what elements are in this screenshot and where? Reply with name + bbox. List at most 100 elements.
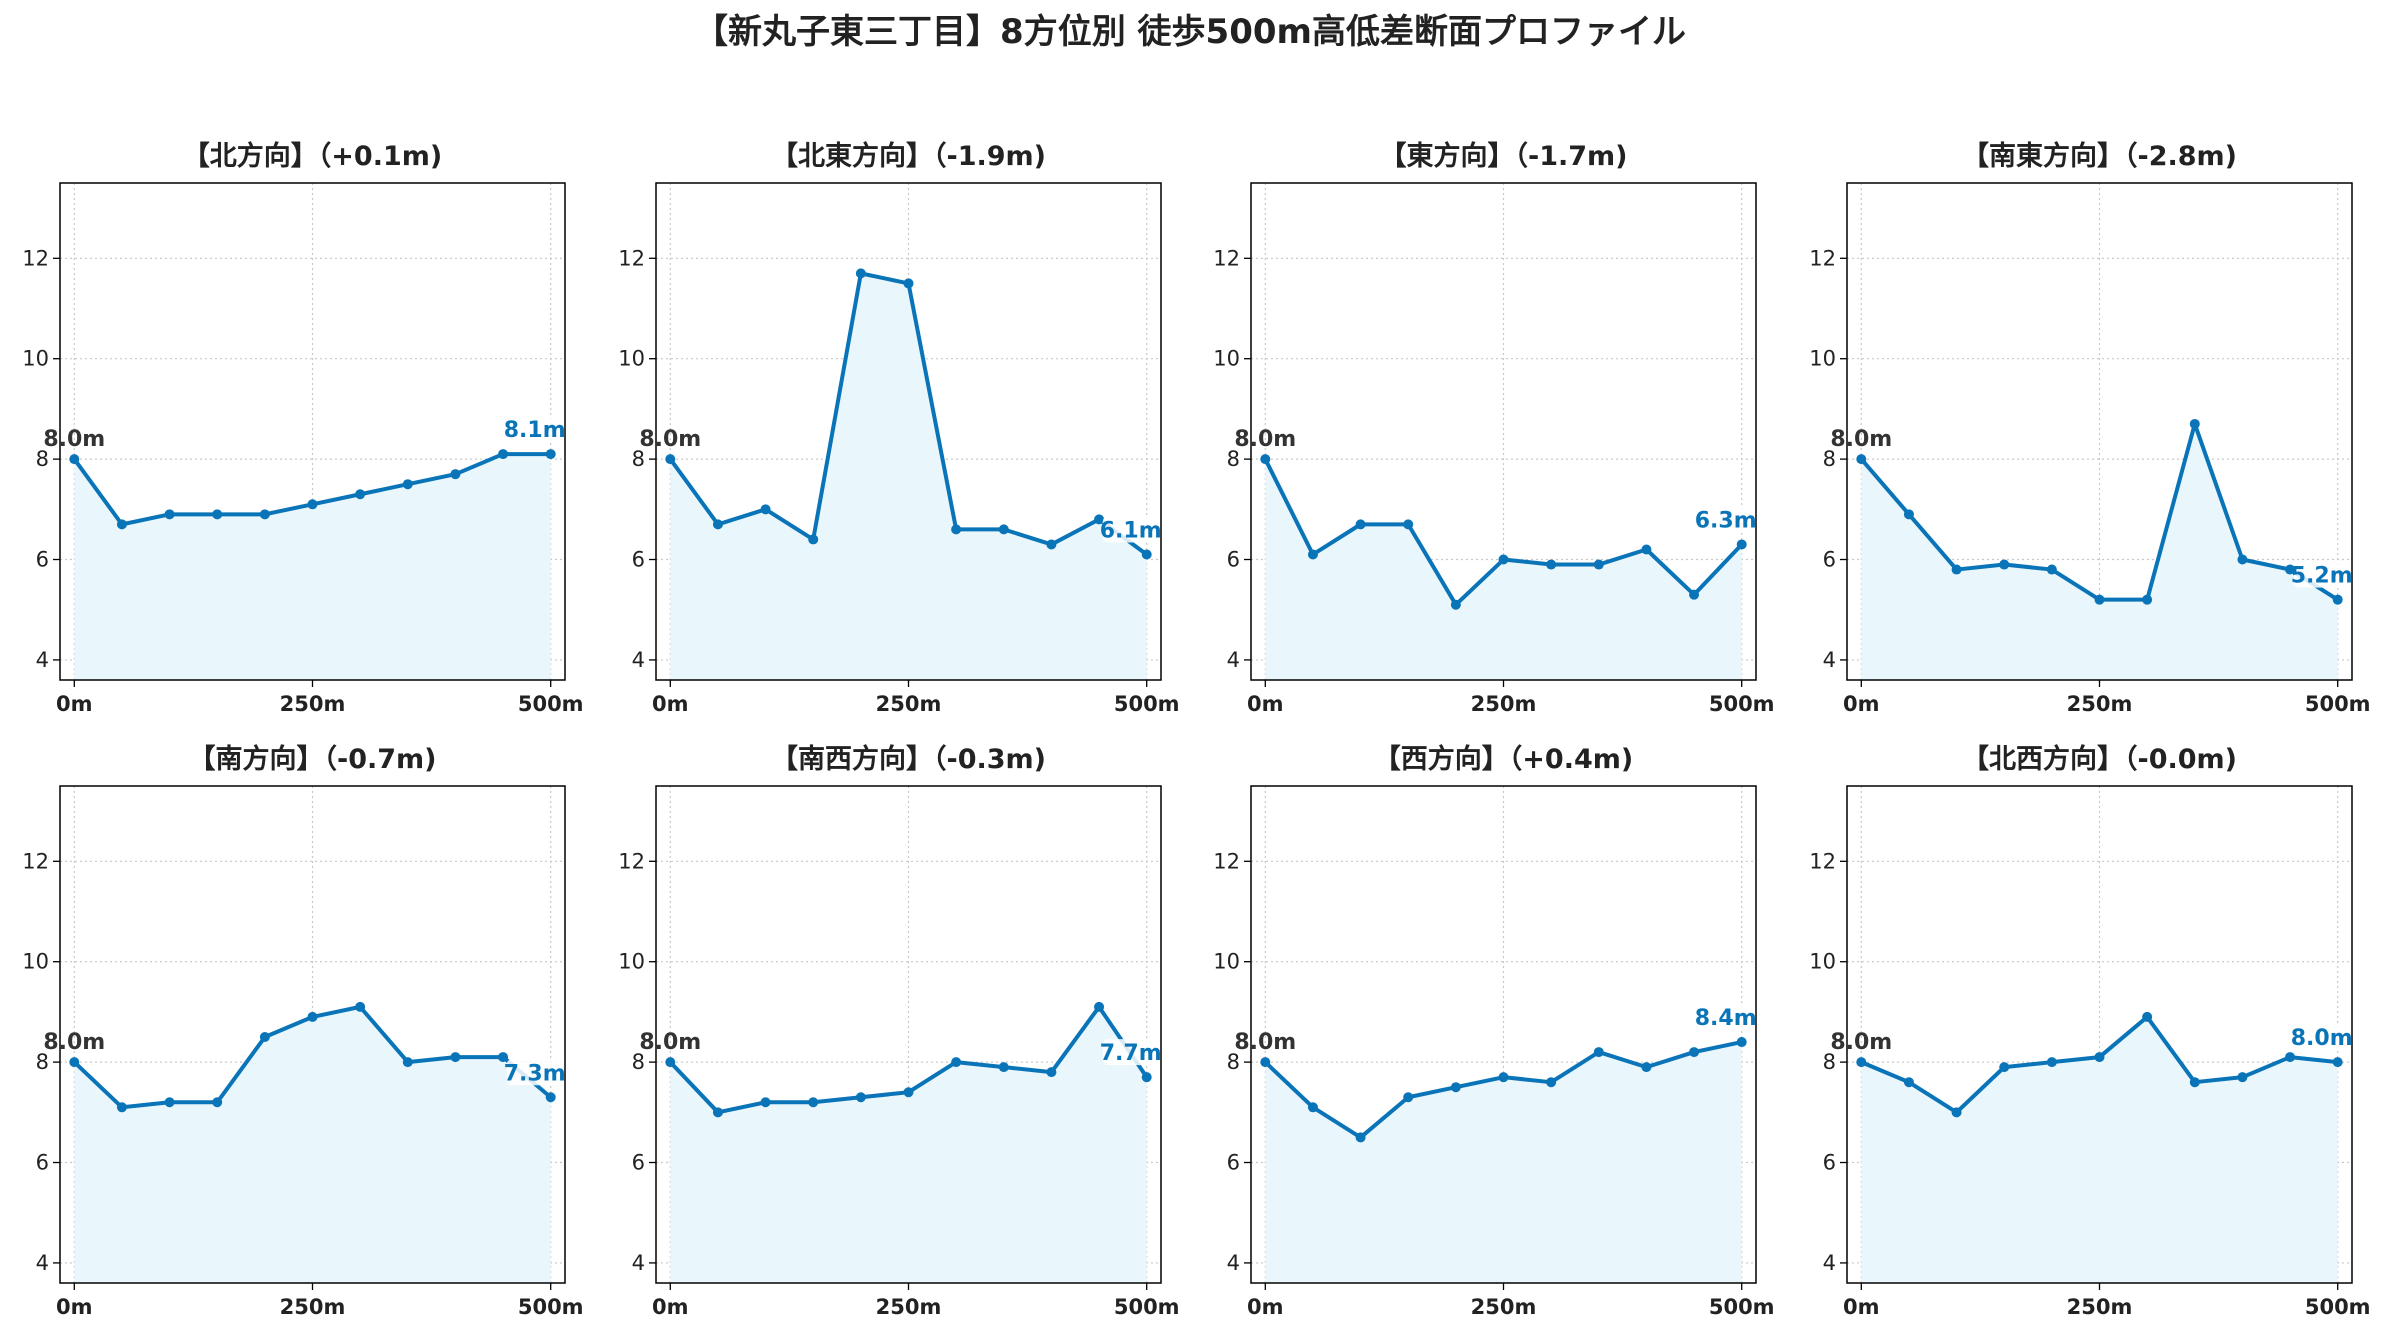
area-fill — [670, 1006, 1147, 1283]
panel-title: 【北東方向】（-1.9m) — [771, 140, 1046, 172]
data-point — [498, 1052, 509, 1063]
data-point — [450, 1052, 461, 1063]
data-point — [545, 1092, 556, 1103]
data-point — [1736, 539, 1747, 550]
y-tick-label: 4 — [632, 1251, 645, 1275]
data-point — [1355, 519, 1366, 530]
end-label-box — [1697, 1004, 1754, 1031]
data-point — [951, 524, 962, 535]
x-tick-label: 0m — [652, 692, 689, 716]
end-label-box — [1697, 506, 1754, 533]
start-value-label: 8.0m — [1830, 1030, 1892, 1055]
profile-panel: 【南西方向】（-0.3m) 4 6 8 10 12 0m 250m 500m 8.0m 7.7m — [618, 743, 1179, 1319]
data-point — [1141, 549, 1152, 560]
data-point — [2094, 1052, 2105, 1063]
data-point — [1641, 1062, 1652, 1073]
data-point — [1450, 1082, 1461, 1093]
x-tick-label: 500m — [2305, 1295, 2371, 1319]
start-value-label: 8.0m — [1234, 427, 1296, 452]
y-tick-label: 12 — [1809, 849, 1836, 873]
data-point — [665, 1057, 676, 1068]
data-point — [1689, 1047, 1700, 1058]
y-tick-label: 12 — [22, 849, 49, 873]
data-point — [665, 454, 676, 465]
axes-frame — [1250, 785, 1757, 1284]
data-point — [69, 1057, 80, 1068]
data-point — [1355, 1132, 1366, 1143]
panel-grid: 【北方向】（+0.1m) 4 6 8 10 12 0m 250m 500m 8.0m 8.1m 【北東… — [22, 140, 2370, 1319]
end-label-box — [506, 416, 563, 443]
data-point — [1593, 559, 1604, 570]
y-tick-label: 10 — [22, 347, 49, 371]
data-point — [1094, 514, 1105, 525]
data-point — [2142, 1011, 2153, 1022]
start-value-label: 8.0m — [639, 1030, 701, 1055]
data-point — [402, 1057, 413, 1068]
x-tick-label: 250m — [2067, 1295, 2133, 1319]
panel-title: 【南東方向】（-2.8m) — [1962, 140, 2237, 172]
panel-title: 【北方向】（+0.1m) — [183, 140, 442, 172]
data-point — [1046, 539, 1057, 550]
y-tick-label: 6 — [36, 1151, 49, 1175]
y-tick-label: 4 — [1227, 1251, 1240, 1275]
end-label-box — [1102, 1039, 1159, 1066]
profile-panel: 【西方向】（+0.4m) 4 6 8 10 12 0m 250m 500m 8.0m 8.4m — [1213, 743, 1774, 1319]
data-point — [2332, 1057, 2343, 1068]
x-tick-label: 500m — [1709, 1295, 1775, 1319]
start-value-label: 8.0m — [43, 427, 105, 452]
data-point — [2046, 1057, 2057, 1068]
data-point — [951, 1057, 962, 1068]
data-point — [212, 1097, 223, 1108]
data-point — [808, 534, 819, 545]
x-tick-label: 500m — [2305, 692, 2371, 716]
y-tick-label: 8 — [36, 1050, 49, 1074]
data-point — [1546, 1077, 1557, 1088]
y-tick-label: 6 — [1227, 548, 1240, 572]
data-point — [402, 479, 413, 490]
axes-frame — [59, 182, 566, 681]
end-label-box — [1102, 516, 1159, 543]
x-tick-label: 250m — [280, 1295, 346, 1319]
y-tick-label: 10 — [1213, 347, 1240, 371]
end-value-label: 6.3m — [1695, 508, 1757, 533]
data-point — [1046, 1067, 1057, 1078]
data-point — [808, 1097, 819, 1108]
axes-frame — [1846, 182, 2353, 681]
axes-frame — [1846, 785, 2353, 1284]
end-value-label: 7.3m — [504, 1061, 566, 1086]
data-point — [855, 1092, 866, 1103]
y-tick-label: 10 — [1809, 950, 1836, 974]
panel-title: 【北西方向】（-0.0m) — [1962, 743, 2237, 775]
data-point — [1593, 1047, 1604, 1058]
data-point — [69, 454, 80, 465]
data-point — [1856, 454, 1867, 465]
x-tick-label: 250m — [2067, 692, 2133, 716]
x-tick-label: 250m — [1471, 692, 1537, 716]
profile-panel: 【北方向】（+0.1m) 4 6 8 10 12 0m 250m 500m 8.0m 8.1m — [22, 140, 583, 716]
y-tick-label: 6 — [1227, 1151, 1240, 1175]
panel-title: 【南西方向】（-0.3m) — [771, 743, 1046, 775]
y-tick-label: 8 — [36, 447, 49, 471]
end-value-label: 6.1m — [1100, 518, 1162, 543]
area-fill — [1265, 459, 1742, 680]
x-tick-label: 500m — [1114, 1295, 1180, 1319]
profile-panel: 【南方向】（-0.7m) 4 6 8 10 12 0m 250m 500m 8.0m 7.3m — [22, 743, 583, 1319]
profile-panel: 【南東方向】（-2.8m) 4 6 8 10 12 0m 250m 500m 8.0m 5.2m — [1809, 140, 2370, 716]
figure-title: 【新丸子東三丁目】8方位別 徒歩500m高低差断面プロファイル — [694, 12, 1686, 52]
data-point — [212, 509, 223, 520]
data-point — [1260, 1057, 1271, 1068]
y-tick-label: 10 — [22, 950, 49, 974]
data-point — [1498, 1072, 1509, 1083]
x-tick-label: 500m — [518, 1295, 584, 1319]
data-point — [2142, 594, 2153, 605]
area-fill — [1265, 1042, 1742, 1283]
data-point — [2285, 1052, 2296, 1063]
x-tick-label: 250m — [280, 692, 346, 716]
profile-panel: 【北東方向】（-1.9m) 4 6 8 10 12 0m 250m 500m 8.0m 6.1m — [618, 140, 1179, 716]
x-tick-label: 0m — [1247, 1295, 1284, 1319]
start-value-label: 8.0m — [1830, 427, 1892, 452]
data-point — [450, 469, 461, 480]
data-point — [307, 1011, 318, 1022]
y-tick-label: 12 — [1213, 246, 1240, 270]
